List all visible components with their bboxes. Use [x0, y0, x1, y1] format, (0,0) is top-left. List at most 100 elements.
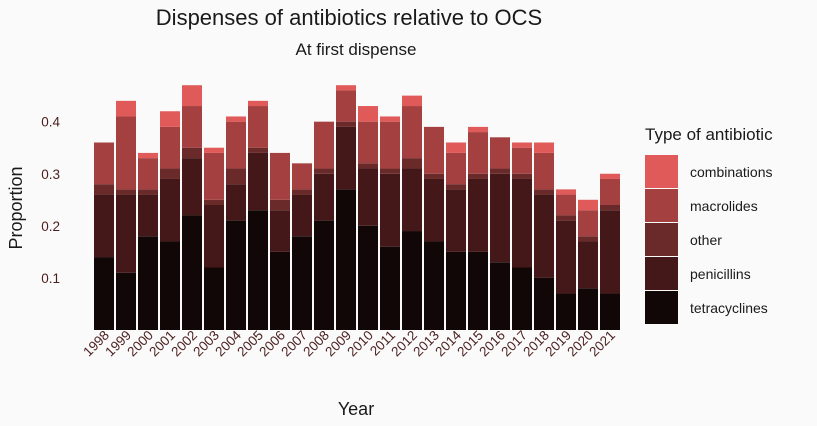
bar-segment-macrolides-2009 [336, 90, 356, 122]
bar-segment-other-2012 [402, 158, 422, 169]
bar-segment-macrolides-2001 [160, 126, 180, 169]
bar-segment-other-2011 [380, 168, 400, 174]
bar-segment-macrolides-2008 [314, 121, 334, 169]
bar-segment-penicillins-2005 [248, 152, 268, 211]
bar-segment-macrolides-2014 [446, 152, 466, 185]
x-axis-ticks: 1998199920002001200220032004200520062007… [80, 327, 618, 359]
bar-segment-other-2003 [204, 199, 224, 205]
bar-segment-tetracyclines-2019 [556, 293, 576, 330]
bar-segment-other-2020 [578, 236, 598, 242]
bar-segment-tetracyclines-2003 [204, 267, 224, 330]
bar-segment-macrolides-2010 [358, 121, 378, 164]
chart-subtitle: At first dispense [296, 40, 417, 59]
bar-segment-other-2017 [512, 173, 532, 179]
bar-segment-macrolides-1998 [94, 142, 114, 185]
bar-segment-other-2018 [534, 189, 554, 195]
bar-segment-macrolides-1999 [116, 116, 136, 190]
legend-label-penicillins: penicillins [690, 266, 751, 282]
legend-title: Type of antibiotic [645, 125, 773, 144]
chart-title: Dispenses of antibiotics relative to OCS [156, 5, 542, 30]
bar-segment-macrolides-2006 [270, 152, 290, 200]
bar-segment-tetracyclines-2020 [578, 288, 598, 330]
bar-segment-other-2004 [226, 168, 246, 185]
legend: combinations macrolides other penicillins te… [645, 155, 773, 324]
bar-segment-other-1999 [116, 189, 136, 195]
bar-segment-other-2005 [248, 147, 268, 153]
bar-segment-other-2008 [314, 168, 334, 174]
bar-segment-tetracyclines-2021 [600, 293, 620, 330]
bar-segment-macrolides-2000 [138, 158, 158, 190]
bar-segment-other-1998 [94, 184, 114, 195]
bar-segment-macrolides-2016 [490, 137, 510, 169]
bar-segment-macrolides-2020 [578, 210, 598, 237]
bar-segment-penicillins-2003 [204, 205, 224, 268]
bar-segment-macrolides-2007 [292, 163, 312, 190]
bar-segment-tetracyclines-2011 [380, 246, 400, 330]
bar-segment-other-2006 [270, 199, 290, 211]
bar-segment-penicillins-2020 [578, 241, 598, 289]
bar-segment-penicillins-2010 [358, 168, 378, 226]
bars-layer [94, 85, 620, 330]
bar-segment-penicillins-2021 [600, 210, 620, 294]
bar-segment-macrolides-2003 [204, 152, 224, 200]
bar-segment-tetracyclines-2012 [402, 231, 422, 330]
bar-segment-combinations-2002 [182, 85, 202, 107]
bar-segment-penicillins-2015 [468, 178, 488, 252]
bar-segment-macrolides-2005 [248, 106, 268, 148]
bar-segment-tetracyclines-1999 [116, 272, 136, 330]
y-tick-label: 0.2 [41, 219, 60, 234]
bar-segment-tetracyclines-2014 [446, 251, 466, 330]
bar-segment-penicillins-1998 [94, 194, 114, 258]
bar-segment-penicillins-2004 [226, 184, 246, 221]
bar-segment-combinations-2014 [446, 142, 466, 153]
bar-segment-tetracyclines-2018 [534, 277, 554, 330]
legend-label-macrolides: macrolides [690, 198, 758, 214]
bar-segment-combinations-2003 [204, 147, 224, 153]
bar-segment-combinations-2009 [336, 85, 356, 91]
bar-segment-tetracyclines-2009 [336, 189, 356, 330]
bar-segment-penicillins-2006 [270, 210, 290, 252]
bar-segment-macrolides-2019 [556, 194, 576, 216]
bar-segment-tetracyclines-2016 [490, 262, 510, 330]
bar-segment-other-2016 [490, 168, 510, 174]
bar-segment-combinations-1999 [116, 100, 136, 117]
y-tick-label: 0.1 [41, 271, 60, 286]
legend-swatch-penicillins [645, 257, 678, 290]
bar-segment-other-2000 [138, 189, 158, 195]
bar-segment-other-2014 [446, 184, 466, 190]
bar-segment-tetracyclines-2004 [226, 220, 246, 330]
bar-segment-combinations-2000 [138, 152, 158, 159]
bar-segment-penicillins-2002 [182, 158, 202, 216]
bar-segment-tetracyclines-2000 [138, 236, 158, 330]
x-axis-title: Year [338, 399, 374, 419]
x-tick-label: 2021 [586, 328, 618, 360]
bar-segment-combinations-2004 [226, 116, 246, 122]
bar-segment-penicillins-2012 [402, 168, 422, 232]
bar-segment-combinations-2010 [358, 106, 378, 122]
bar-segment-other-2002 [182, 147, 202, 159]
bar-segment-combinations-2012 [402, 95, 422, 107]
bar-segment-tetracyclines-2013 [424, 241, 444, 330]
y-tick-label: 0.4 [41, 115, 60, 130]
bar-segment-tetracyclines-2010 [358, 225, 378, 330]
bar-segment-penicillins-2007 [292, 194, 312, 237]
bar-segment-tetracyclines-2007 [292, 236, 312, 330]
bar-segment-macrolides-2015 [468, 132, 488, 174]
bar-segment-other-2013 [424, 173, 444, 179]
bar-segment-combinations-2005 [248, 100, 268, 107]
legend-label-other: other [690, 232, 722, 248]
y-axis-ticks: 0.1 0.2 0.3 0.4 [41, 115, 60, 286]
legend-swatch-tetracyclines [645, 291, 678, 324]
legend-swatch-combinations [645, 155, 678, 188]
bar-segment-other-2009 [336, 121, 356, 127]
bar-segment-macrolides-2011 [380, 121, 400, 169]
bar-segment-penicillins-2014 [446, 189, 466, 252]
bar-segment-tetracyclines-1998 [94, 257, 114, 330]
bar-segment-tetracyclines-2015 [468, 251, 488, 330]
y-tick-label: 0.3 [41, 167, 60, 182]
bar-segment-combinations-2019 [556, 189, 576, 195]
bar-segment-penicillins-2018 [534, 194, 554, 278]
bar-segment-tetracyclines-2005 [248, 210, 268, 330]
bar-segment-penicillins-2011 [380, 173, 400, 247]
bar-segment-penicillins-2013 [424, 178, 444, 242]
